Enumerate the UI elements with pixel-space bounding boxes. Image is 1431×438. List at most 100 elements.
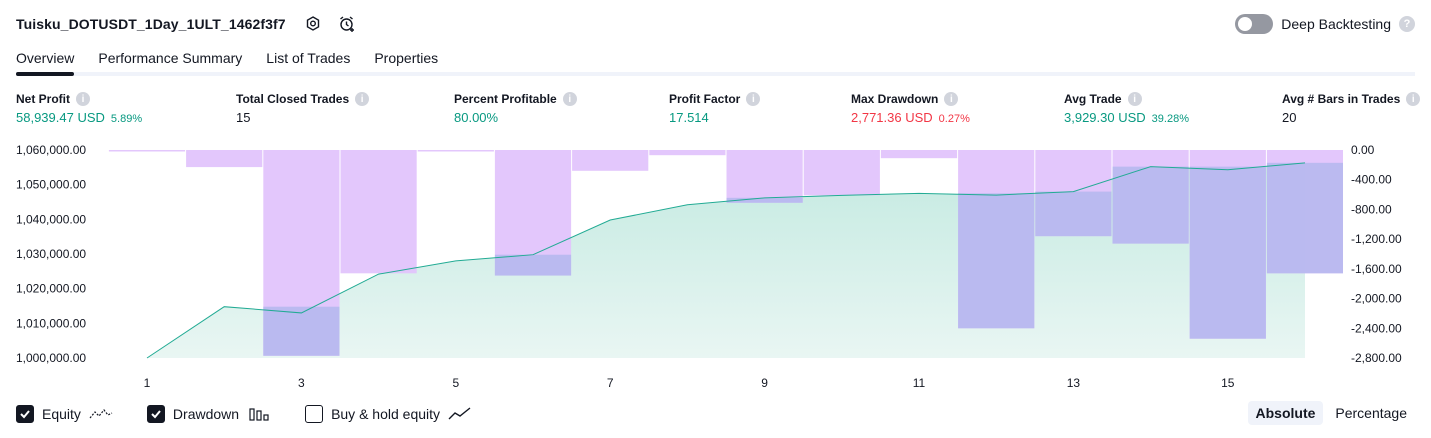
drawdown-bar [803, 150, 880, 196]
stat-value: 80.00% [454, 110, 577, 125]
legend-buy-hold-label: Buy & hold equity [331, 406, 441, 422]
scale-mode-switch: Absolute Percentage [1247, 401, 1416, 425]
stat-value-pct: 39.28% [1151, 113, 1189, 125]
drawdown-bar-overlap [958, 193, 1035, 329]
tab-performance-summary[interactable]: Performance Summary [98, 50, 243, 66]
right-axis-tick-label: -1,600.00 [1351, 262, 1402, 276]
stat-value-pct: 0.27% [938, 113, 970, 125]
drawdown-bars-icon [247, 406, 271, 422]
left-axis-tick-label: 1,020,000.00 [16, 282, 86, 296]
stat-value-text: 58,939.47 USD [16, 110, 105, 125]
stat-label-text: Avg Trade [1064, 92, 1122, 106]
stat-value-text: 80.00% [454, 110, 499, 125]
help-icon[interactable]: i [746, 92, 761, 106]
drawdown-bar-overlap [1035, 191, 1112, 237]
drawdown-bar [340, 150, 417, 274]
stat-label: Percent Profitable i [454, 92, 577, 106]
deep-backtesting: Deep Backtesting ? [1235, 12, 1415, 36]
settings-icon[interactable] [302, 13, 324, 35]
stat-label-text: Net Profit [16, 92, 70, 106]
right-axis-tick-label: -800.00 [1351, 202, 1392, 216]
stat-profit-factor: Profit Factor i 17.514 [669, 92, 761, 125]
alarm-add-icon[interactable] [336, 13, 358, 35]
drawdown-bar [649, 150, 726, 156]
stat-value: 3,929.30 USD 39.28% [1064, 110, 1189, 125]
x-axis-tick-label: 13 [1067, 376, 1081, 390]
drawdown-bar [186, 150, 263, 168]
stat-value-pct: 5.89% [110, 113, 143, 125]
help-icon[interactable]: i [1406, 92, 1421, 106]
drawdown-bar-overlap [1112, 166, 1189, 244]
mode-percentage-button[interactable]: Percentage [1335, 405, 1407, 421]
strategy-name: Tuisku_DOTUSDT_1Day_1ULT_1462f3f7 [16, 16, 286, 32]
tab-list-of-trades[interactable]: List of Trades [266, 50, 351, 66]
stat-value-text: 15 [236, 110, 251, 125]
x-axis-tick-label: 9 [761, 376, 768, 390]
x-axis-tick-label: 1 [144, 376, 151, 390]
legend-equity-label: Equity [42, 406, 81, 422]
equity-line [146, 162, 1306, 359]
legend-drawdown-label: Drawdown [172, 406, 240, 422]
stat-percent-profitable: Percent Profitable i 80.00% [454, 92, 577, 125]
help-icon[interactable]: i [1127, 92, 1142, 106]
left-axis-tick-label: 1,060,000.00 [16, 143, 86, 157]
stat-value-text: 17.514 [669, 110, 709, 125]
right-axis-tick-label: -2,800.00 [1351, 351, 1402, 365]
checkbox-checked-icon[interactable] [146, 405, 165, 423]
stat-label-text: Total Closed Trades [236, 92, 350, 106]
tab-properties[interactable]: Properties [374, 50, 439, 66]
help-icon[interactable]: ? [1399, 16, 1415, 32]
strategy-header: Tuisku_DOTUSDT_1Day_1ULT_1462f3f7 [16, 12, 358, 36]
drawdown-bar [880, 150, 958, 159]
drawdown-bar [572, 150, 649, 171]
help-icon[interactable]: i [355, 92, 370, 106]
right-axis-tick-label: -1,200.00 [1351, 232, 1402, 246]
right-axis-tick-label: -400.00 [1351, 173, 1392, 187]
right-axis-tick-label: -2,400.00 [1351, 321, 1402, 335]
drawdown-bar [726, 150, 803, 203]
x-axis-tick-label: 5 [452, 376, 459, 390]
help-icon[interactable]: i [76, 92, 90, 106]
toggle-knob [1238, 17, 1253, 31]
x-axis-tick-label: 11 [913, 376, 926, 390]
stat-avg-bars-in-trades: Avg # Bars in Trades i 20 [1282, 92, 1421, 125]
tab-overview[interactable]: Overview [16, 44, 75, 76]
drawdown-bar-overlap [1266, 162, 1343, 274]
stat-total-closed-trades: Total Closed Trades i 15 [236, 92, 370, 125]
left-axis-tick-label: 1,050,000.00 [16, 178, 86, 192]
stat-label-text: Profit Factor [669, 92, 741, 106]
stat-label: Max Drawdown i [851, 92, 970, 106]
drawdown-bar-overlap [263, 306, 340, 356]
stat-net-profit: Net Profit i 58,939.47 USD 5.89% [16, 92, 142, 125]
deep-backtesting-toggle[interactable] [1235, 14, 1274, 34]
checkbox-checked-icon[interactable] [16, 405, 34, 423]
stat-value: 58,939.47 USD 5.89% [16, 110, 142, 125]
checkbox-unchecked-icon[interactable] [305, 405, 324, 423]
stat-value-text: 3,929.30 USD [1064, 110, 1146, 125]
stat-label: Avg Trade i [1064, 92, 1189, 106]
mode-absolute-button[interactable]: Absolute [1247, 401, 1324, 425]
help-icon[interactable]: i [944, 92, 959, 106]
stat-value-text: 20 [1282, 110, 1297, 125]
stat-label: Avg # Bars in Trades i [1282, 92, 1421, 106]
chart-legend: Equity Drawdown Buy & hold equity [16, 402, 472, 426]
stat-avg-trade: Avg Trade i 3,929.30 USD 39.28% [1064, 92, 1189, 125]
right-axis-tick-label: 0.00 [1351, 143, 1375, 157]
x-axis-tick-label: 15 [1221, 376, 1235, 390]
legend-drawdown[interactable]: Drawdown [146, 405, 271, 423]
stat-value: 17.514 [669, 110, 760, 125]
stat-label-text: Percent Profitable [454, 92, 557, 106]
right-axis-tick-label: -2,000.00 [1351, 292, 1402, 306]
report-tabs: Overview Performance Summary List of Tra… [16, 44, 1415, 76]
stat-max-drawdown: Max Drawdown i 2,771.36 USD 0.27% [851, 92, 970, 125]
stat-label: Total Closed Trades i [236, 92, 370, 106]
x-axis-tick-label: 7 [607, 376, 614, 390]
equity-drawdown-chart[interactable]: 1,060,000.00 1,050,000.00 1,040,000.00 1,03… [0, 138, 1431, 396]
left-axis-tick-label: 1,000,000.00 [16, 351, 86, 365]
stat-label-text: Avg # Bars in Trades [1282, 92, 1401, 106]
stat-value: 15 [236, 110, 369, 125]
x-axis-tick-label: 3 [298, 376, 305, 390]
legend-equity[interactable]: Equity [16, 405, 113, 423]
legend-buy-hold[interactable]: Buy & hold equity [305, 405, 472, 423]
help-icon[interactable]: i [562, 92, 577, 106]
